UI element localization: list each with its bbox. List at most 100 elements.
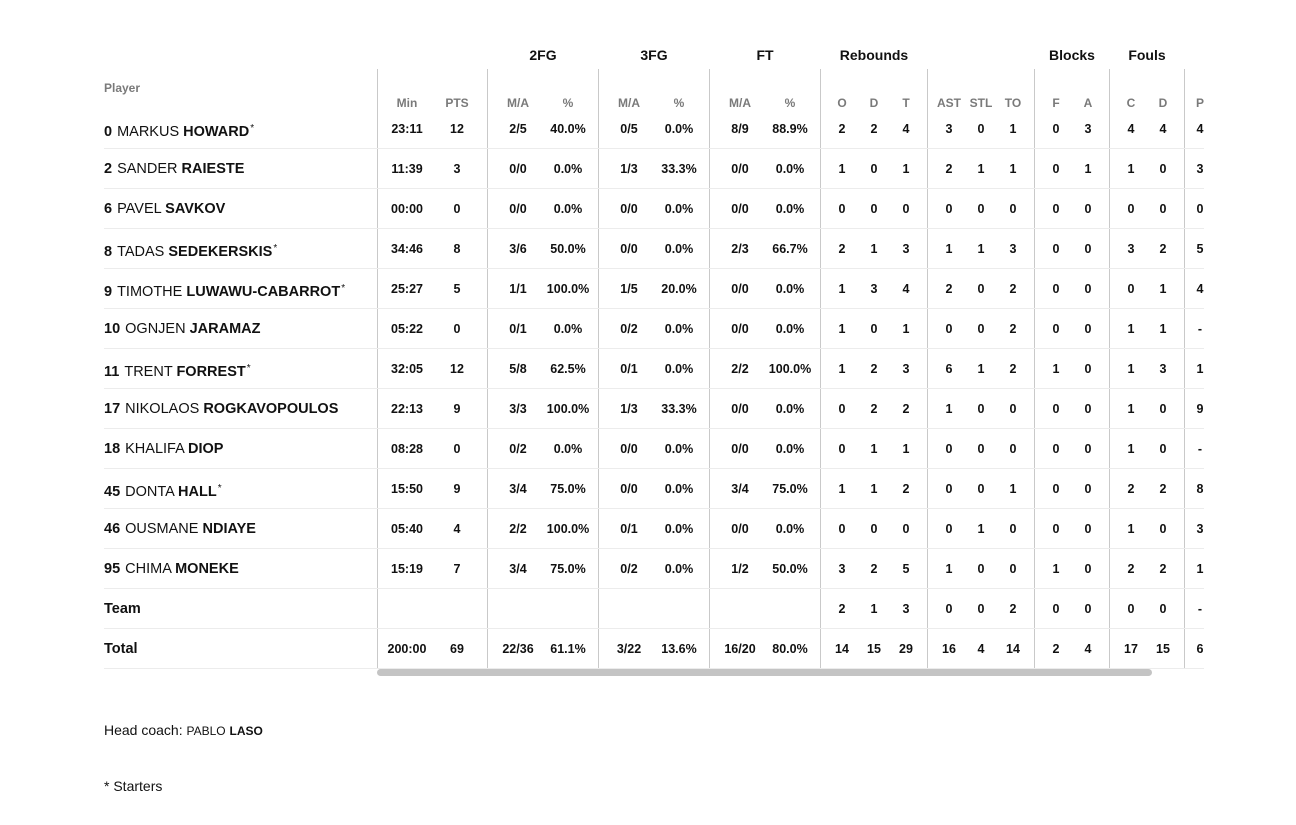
stat-cell: 1 — [838, 362, 846, 376]
stat-cell: 0.0% — [664, 562, 694, 576]
stat-cell: 3 — [1196, 522, 1204, 536]
stat-cell: 0.0% — [775, 202, 805, 216]
subheader-8: O — [837, 96, 847, 110]
stat-cell: 0 — [838, 202, 846, 216]
stat-cell: 0 — [1127, 602, 1135, 616]
column-divider — [820, 69, 821, 669]
stat-cell: 15:19 — [391, 562, 423, 576]
stat-cell: 0.0% — [775, 322, 805, 336]
stat-cell: 0 — [838, 522, 846, 536]
stat-cell: 0.0% — [664, 242, 694, 256]
player-name[interactable]: 45 DONTA HALL* — [104, 469, 222, 512]
stat-cell: 1/3 — [620, 402, 638, 416]
stat-cell: 66.7% — [772, 242, 808, 256]
stat-cell: 0.0% — [664, 362, 694, 376]
stat-cell: 1 — [1009, 122, 1017, 136]
stat-cell: 0 — [1009, 202, 1017, 216]
stat-cell: 1 — [945, 402, 953, 416]
player-number: 6 — [104, 201, 113, 217]
subheader-10: T — [902, 96, 910, 110]
stat-cell: 1 — [902, 442, 910, 456]
column-divider — [1109, 69, 1110, 669]
stat-cell: 1 — [902, 322, 910, 336]
player-name[interactable]: 0 MARKUS HOWARD* — [104, 109, 254, 152]
stat-cell: 0 — [945, 602, 953, 616]
stat-cell: 3 — [945, 122, 953, 136]
stat-cell: 0 — [1159, 442, 1167, 456]
stat-cell: 0 — [1009, 442, 1017, 456]
player-name[interactable]: 95 CHIMA MONEKE — [104, 549, 239, 589]
player-last-name: LUWAWU-CABARROT — [186, 284, 341, 300]
player-number: 8 — [104, 244, 113, 260]
stat-cell: 2 — [1009, 602, 1017, 616]
stat-cell: 1/5 — [620, 282, 638, 296]
player-name[interactable]: 6 PAVEL SAVKOV — [104, 189, 225, 229]
stat-cell: 1 — [977, 162, 985, 176]
stat-cell: 0 — [1159, 402, 1167, 416]
stat-cell: 14 — [1006, 642, 1020, 656]
player-first-name: KHALIFA — [125, 441, 184, 457]
stat-cell: 1 — [870, 442, 878, 456]
stat-cell: 3 — [902, 362, 910, 376]
stat-cell: 0 — [870, 202, 878, 216]
subheader-9: D — [869, 96, 879, 110]
stat-cell: 2/2 — [509, 522, 527, 536]
stat-cell: 0.0% — [664, 482, 694, 496]
table-row: 11 TRENT FORREST* 32:05 12 5/8 62.5% 0/1 0.0% 2/… — [104, 349, 1204, 389]
player-name[interactable]: 17 NIKOLAOS ROGKAVOPOULOS — [104, 389, 338, 429]
player-name[interactable]: 9 TIMOTHE LUWAWU-CABARROT* — [104, 269, 345, 312]
stat-cell: 8 — [1196, 482, 1204, 496]
player-name[interactable]: 18 KHALIFA DIOP — [104, 429, 223, 469]
stat-cell: 1 — [870, 602, 878, 616]
stat-cell: 0.0% — [664, 522, 694, 536]
player-name[interactable]: 11 TRENT FORREST* — [104, 349, 251, 392]
stat-cell: 75.0% — [772, 482, 808, 496]
subheader-0: Min — [396, 96, 418, 110]
player-name[interactable]: 46 OUSMANE NDIAYE — [104, 509, 256, 549]
stat-cell: 0 — [1084, 202, 1092, 216]
stat-cell: 16 — [942, 642, 956, 656]
player-last-name: SAVKOV — [165, 201, 226, 217]
player-number: 10 — [104, 321, 121, 337]
stat-cell: 0/0 — [731, 442, 749, 456]
stat-cell: 1 — [1127, 402, 1135, 416]
stat-cell: 3/3 — [509, 402, 527, 416]
player-name[interactable]: 8 TADAS SEDEKERSKIS* — [104, 229, 277, 272]
stat-cell: 1 — [1159, 282, 1167, 296]
stat-cell: 05:22 — [391, 322, 423, 336]
horizontal-scrollbar-thumb[interactable] — [377, 669, 1152, 676]
player-number: 45 — [104, 484, 121, 500]
player-first-name: OGNJEN — [125, 321, 186, 337]
stat-cell: 13.6% — [661, 642, 697, 656]
stat-cell: 0 — [1084, 442, 1092, 456]
stat-cell: 0.0% — [553, 202, 583, 216]
player-name[interactable]: 2 SANDER RAIESTE — [104, 149, 244, 189]
stat-cell: - — [1197, 442, 1203, 456]
stat-cell: 0 — [1009, 402, 1017, 416]
player-number: 18 — [104, 441, 121, 457]
player-first-name: TADAS — [117, 244, 165, 260]
stat-cell: - — [1197, 322, 1203, 336]
starter-marker: * — [250, 123, 255, 134]
stat-cell: 2 — [902, 482, 910, 496]
stat-cell: 1 — [870, 482, 878, 496]
horizontal-scrollbar-track[interactable] — [104, 668, 1204, 678]
stat-cell: 1/2 — [731, 562, 749, 576]
stat-cell: 0 — [1084, 402, 1092, 416]
player-last-name: JARAMAZ — [189, 321, 261, 337]
stat-cell: 3/4 — [509, 482, 527, 496]
stat-cell: 0/0 — [509, 202, 527, 216]
stat-cell: 0 — [902, 522, 910, 536]
stat-cell: 4 — [1196, 282, 1204, 296]
stat-cell: 0 — [1052, 282, 1060, 296]
stat-cell: 2 — [870, 562, 878, 576]
stat-cell: 4 — [902, 282, 910, 296]
stat-cell: 0.0% — [664, 442, 694, 456]
player-name[interactable]: 10 OGNJEN JARAMAZ — [104, 309, 260, 349]
player-number: 17 — [104, 401, 121, 417]
stat-cell: 0.0% — [553, 322, 583, 336]
stat-cell: 69 — [450, 642, 464, 656]
stat-cell: 08:28 — [391, 442, 423, 456]
stat-cell: 0/1 — [509, 322, 527, 336]
stat-cell: 4 — [1159, 122, 1167, 136]
